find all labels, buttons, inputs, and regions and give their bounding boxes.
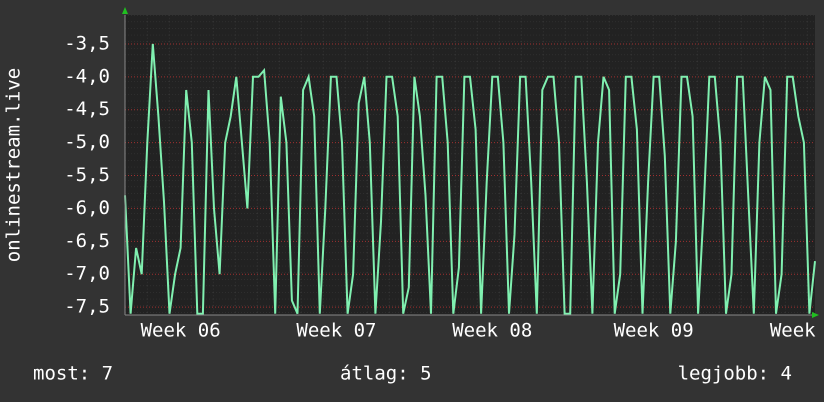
y-tick-label: -4,0 xyxy=(64,65,110,87)
plot-area xyxy=(125,15,815,315)
y-axis-title: onlinestream.live xyxy=(3,68,25,262)
y-tick-label: -3,5 xyxy=(64,32,110,54)
y-tick-label: -6,5 xyxy=(64,230,110,252)
axis-arrow xyxy=(812,312,819,318)
x-tick-label: Week 06 xyxy=(141,320,221,342)
y-tick-label: -6,0 xyxy=(64,197,110,219)
x-tick-label: Week 09 xyxy=(614,320,694,342)
footer-best: legjobb: 4 xyxy=(678,363,792,385)
x-tick-label: Week xyxy=(770,320,816,342)
plot xyxy=(124,43,816,315)
footer-average: átlag: 5 xyxy=(340,363,432,385)
y-tick-label: -7,5 xyxy=(64,296,110,318)
x-tick-label: Week 07 xyxy=(296,320,376,342)
y-tick-label: -4,5 xyxy=(64,98,110,120)
y-tick-label: -5,0 xyxy=(64,131,110,153)
footer-current: most: 7 xyxy=(33,363,113,385)
x-tick-label: Week 08 xyxy=(452,320,532,342)
axis-arrow xyxy=(122,7,128,14)
y-tick-label: -5,5 xyxy=(64,164,110,186)
data-line xyxy=(124,43,816,315)
y-tick-label: -7,0 xyxy=(64,263,110,285)
